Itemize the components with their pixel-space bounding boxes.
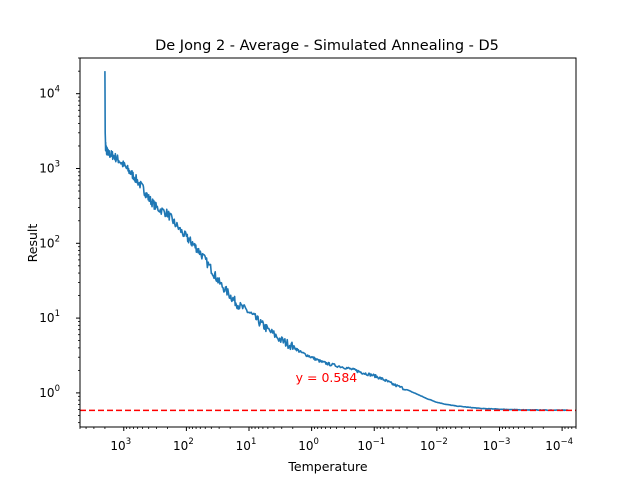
- y-tick-label: 104: [39, 85, 60, 101]
- y-tick-label: 101: [39, 309, 60, 325]
- y-axis-label: Result: [25, 224, 40, 263]
- x-tick-label: 103: [110, 437, 131, 453]
- x-axis-label: Temperature: [287, 459, 367, 474]
- y-axis-ticks: 100 101 102 103 104: [39, 57, 80, 424]
- x-tick-label: 101: [236, 437, 257, 453]
- x-tick-label: 10−1: [357, 437, 385, 453]
- y-tick-label: 100: [39, 384, 60, 400]
- y-tick-label: 102: [39, 234, 60, 250]
- x-axis-ticks: 103 102 101 100 10−1 10−2 10−3 10−4: [79, 427, 577, 453]
- plot-content: y = 0.584: [80, 71, 576, 412]
- x-tick-label: 10−4: [545, 437, 573, 453]
- reference-annotation: y = 0.584: [296, 370, 358, 385]
- x-tick-label: 100: [298, 437, 319, 453]
- chart-title: De Jong 2 - Average - Simulated Annealin…: [155, 38, 499, 54]
- plot-frame: [79, 57, 577, 428]
- series-line: [104, 71, 569, 412]
- x-tick-label: 10−2: [420, 437, 448, 453]
- y-tick-label: 103: [39, 159, 60, 175]
- x-tick-label: 102: [173, 437, 194, 453]
- x-tick-label: 10−3: [483, 437, 511, 453]
